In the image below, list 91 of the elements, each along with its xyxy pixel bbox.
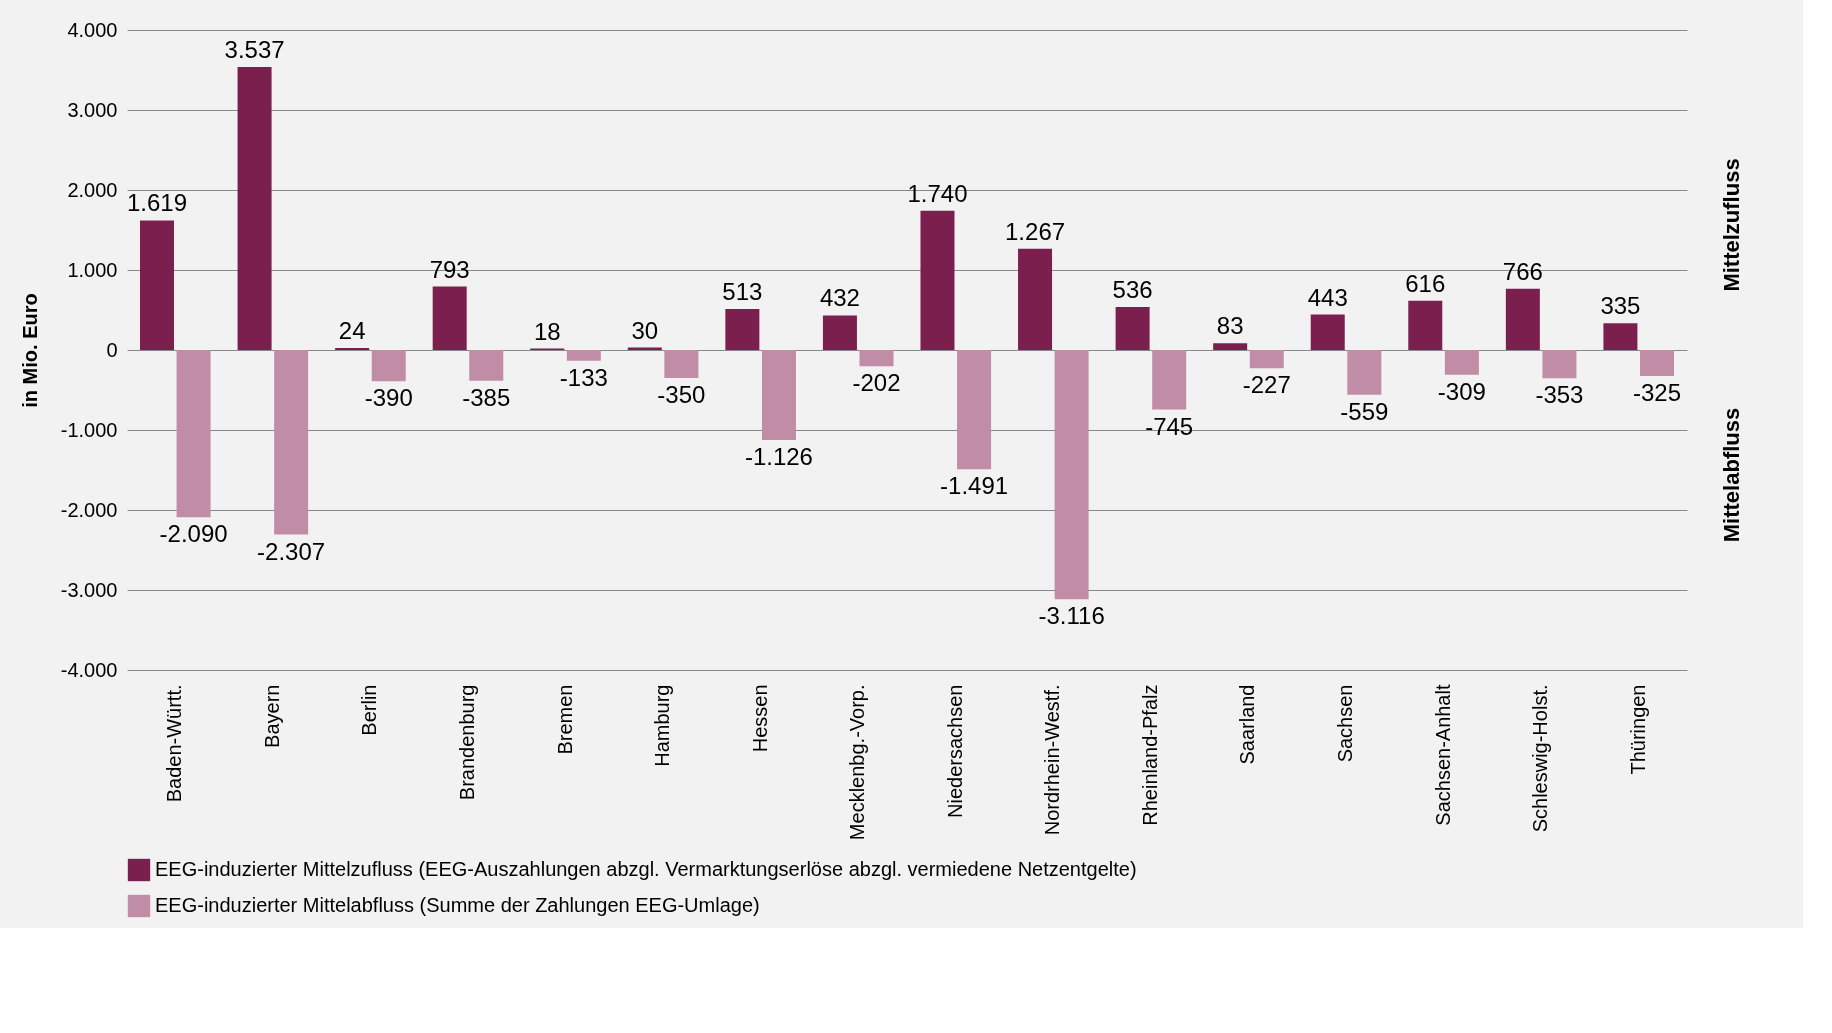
data-label: 3.537 [224,36,285,64]
y-tick-label: -2.000 [60,498,118,521]
data-label: -133 [559,363,608,391]
bar [664,350,699,378]
bar [1249,350,1284,369]
bar [725,308,760,350]
text: Mittelzufluss [1719,158,1744,292]
y-tick-label: -3.000 [60,578,118,601]
x-tick-label: Saarland [1236,684,1259,765]
bar [920,210,955,350]
data-label: 536 [1112,276,1153,304]
data-label: 1.619 [126,189,188,217]
bar [371,350,406,382]
bar [1640,350,1674,376]
y-tick-label: 1.000 [67,258,118,281]
data-label: 793 [429,255,470,283]
data-label: 443 [1307,283,1348,311]
data-label: -309 [1437,377,1486,405]
bar [1310,314,1345,350]
bar [1152,350,1187,410]
x-tick-label: Niedersachsen [943,684,966,818]
bar [1347,350,1382,395]
x-tick-label: Hamburg [651,684,674,767]
data-label: -3.116 [1038,602,1105,630]
text: Mittelabfluss [1719,407,1744,543]
data-label: -325 [1632,379,1682,406]
bar [140,220,174,350]
bar [761,350,796,441]
bar [469,350,504,381]
data-label: 1.267 [1005,217,1066,245]
bar [432,286,467,350]
data-label: -227 [1242,371,1291,399]
data-label: -1.126 [744,443,813,471]
data-label: 30 [631,316,659,344]
data-label: -390 [364,384,413,412]
data-label: 513 [722,277,763,305]
y-tick-label: 0 [106,338,118,361]
data-label: -2.090 [159,520,228,548]
x-tick-label: Hessen [748,684,771,753]
x-tick-label: Mecklenbg.-Vorp. [846,684,869,841]
data-label: -2.307 [257,537,326,565]
legend-label: EEG-induzierter Mittelabfluss (Summe der Zahlungen EEG-Umlage) [155,894,760,916]
data-label: 18 [533,317,561,345]
bar [1213,343,1248,350]
bar [957,350,992,470]
y-tick-label: 2.000 [67,178,118,201]
bar [1018,248,1053,350]
bar [566,350,601,361]
bar [237,67,272,350]
data-label: -385 [462,383,511,411]
y-tick-label: 4.000 [67,18,118,41]
bar [1505,288,1540,350]
bar [1054,350,1089,600]
data-label: -559 [1340,397,1389,425]
x-tick-label: Brandenburg [455,684,478,801]
data-label: 616 [1405,269,1446,297]
y-tick-label: 3.000 [67,98,118,121]
x-tick-label: Berlin [358,684,381,736]
data-label: -1.491 [940,472,1009,500]
x-tick-label: Sachsen [1334,684,1357,763]
data-label: -350 [657,381,706,408]
y-tick-label: -1.000 [60,418,118,441]
x-tick-label: Nordrhein-Westf. [1041,684,1064,836]
x-tick-label: Baden-Württ. [163,684,186,803]
data-label: 766 [1502,257,1543,285]
x-tick-label: Rheinland-Pfalz [1138,684,1161,826]
data-label: -353 [1535,381,1584,409]
data-label: 1.740 [907,179,968,207]
x-tick-label: Bremen [553,684,576,755]
x-tick-label: Bayern [260,684,283,748]
bar [1444,350,1479,375]
data-label: 83 [1216,312,1244,340]
data-label: 24 [338,317,366,345]
data-label: -745 [1145,412,1194,440]
data-label: 432 [819,284,860,312]
legend-label: EEG-induzierter Mittelzufluss (EEG-Auszahlungen abzgl. Vermarktungserlöse abzgl. vermiedene Netzentgelte) [155,858,1137,880]
bar [1408,300,1443,350]
x-tick-label: Sachsen-Anhalt [1431,684,1454,826]
bar [1603,323,1638,350]
data-label: -202 [852,369,901,397]
y-tick-label: -4.000 [60,658,118,681]
x-tick-label: Schleswig-Holst. [1529,684,1552,833]
bar [274,350,309,535]
bar [822,315,857,350]
data-label: 335 [1600,292,1641,320]
bar [1115,307,1150,350]
x-tick-label: Thüringen [1626,684,1649,775]
bar [1542,350,1577,379]
y-axis-title: in Mio. Euro [18,293,41,408]
bar [859,350,894,367]
bar [176,350,211,518]
